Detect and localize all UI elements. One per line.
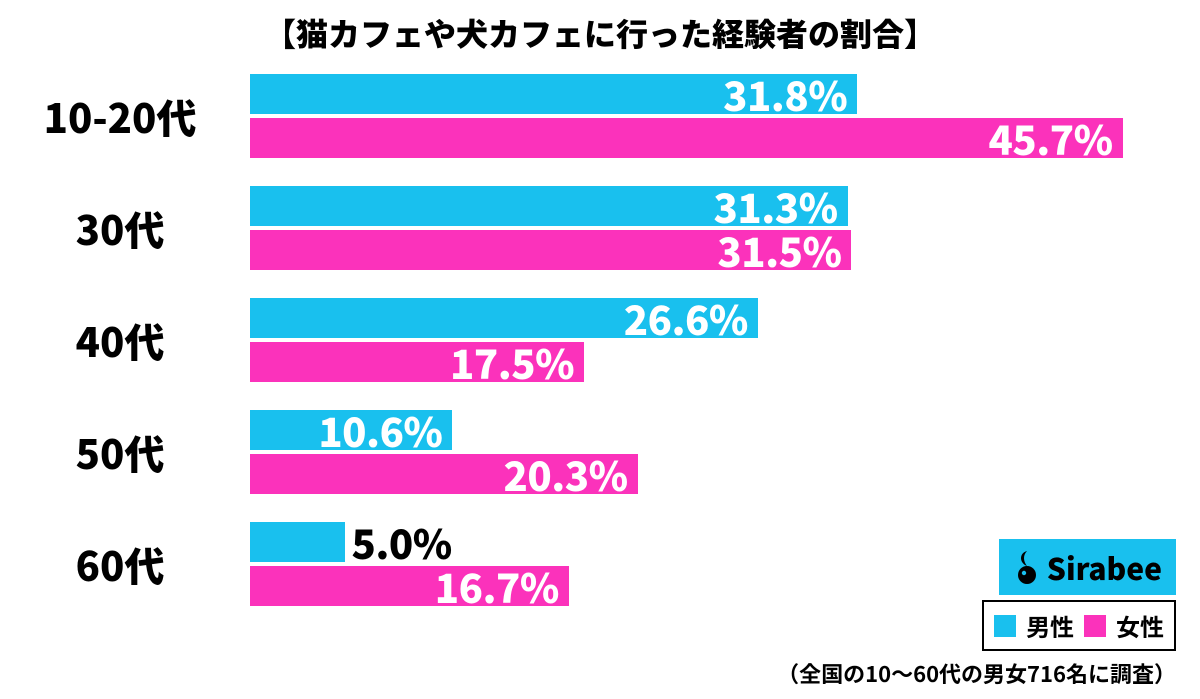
bar-value-label: 17.5%: [450, 333, 574, 391]
bar-row: 31.8%: [250, 74, 1176, 114]
legend-label: 男性: [1026, 608, 1074, 643]
category-label: 40代: [0, 311, 240, 369]
bar-value-label: 31.5%: [717, 221, 841, 279]
bar-value-label: 45.7%: [988, 109, 1112, 167]
bar-male: 26.6%: [250, 298, 758, 338]
bar-row: 26.6%: [250, 298, 1176, 338]
bar-value-label: 26.6%: [624, 289, 748, 347]
category-label: 50代: [0, 423, 240, 481]
chart-title: 【猫カフェや犬カフェに行った経験者の割合】: [0, 0, 1200, 74]
category-label: 10-20代: [0, 87, 240, 145]
category-group: 30代31.3%31.5%: [250, 186, 1176, 270]
legend-swatch: [994, 615, 1016, 637]
bar-row: 45.7%: [250, 118, 1176, 158]
survey-note: （全国の10～60代の男女716名に調査）: [777, 657, 1176, 689]
bar-female: 17.5%: [250, 342, 584, 382]
brand-badge: Sirabee: [999, 539, 1176, 595]
category-label: 60代: [0, 535, 240, 593]
bar-row: 10.6%: [250, 410, 1176, 450]
category-label: 30代: [0, 199, 240, 257]
bar-male: 10.6%: [250, 410, 452, 450]
bar-female: 31.5%: [250, 230, 851, 270]
legend-label: 女性: [1116, 608, 1164, 643]
bar-male: [250, 522, 345, 562]
chart-area: 10-20代31.8%45.7%30代31.3%31.5%40代26.6%17.…: [0, 74, 1200, 606]
bar-row: 17.5%: [250, 342, 1176, 382]
bar-value-label: 10.6%: [318, 401, 442, 459]
brand-name: Sirabee: [1047, 545, 1162, 589]
sirabee-icon: [1013, 549, 1041, 585]
bar-row: 31.5%: [250, 230, 1176, 270]
bar-row: 31.3%: [250, 186, 1176, 226]
legend: 男性 女性: [982, 600, 1176, 651]
bar-female: 16.7%: [250, 566, 569, 606]
category-group: 40代26.6%17.5%: [250, 298, 1176, 382]
category-group: 50代10.6%20.3%: [250, 410, 1176, 494]
bar-value-label: 31.8%: [723, 65, 847, 123]
bar-female: 45.7%: [250, 118, 1123, 158]
bar-female: 20.3%: [250, 454, 638, 494]
bar-value-label: 16.7%: [435, 557, 559, 615]
legend-swatch: [1084, 615, 1106, 637]
bar-male: 31.8%: [250, 74, 857, 114]
bar-row: 20.3%: [250, 454, 1176, 494]
category-group: 10-20代31.8%45.7%: [250, 74, 1176, 158]
bar-male: 31.3%: [250, 186, 848, 226]
bar-value-label: 20.3%: [504, 445, 628, 503]
